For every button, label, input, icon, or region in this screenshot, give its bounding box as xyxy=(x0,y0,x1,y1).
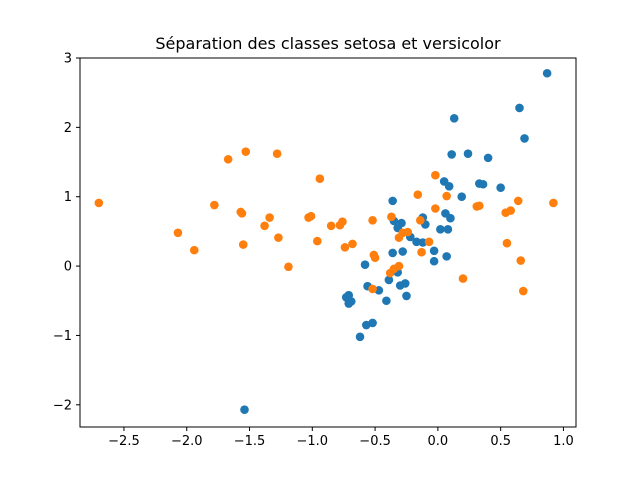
data-point-series-2 xyxy=(315,174,325,183)
data-point-series-2 xyxy=(385,268,395,278)
data-point-series-1 xyxy=(402,291,411,301)
data-point-series-1 xyxy=(382,296,391,306)
data-point-series-1 xyxy=(496,183,505,192)
data-point-series-1 xyxy=(418,238,428,247)
x-axis: −2.5 −2.0 −1.5 −1.0 −0.5 0.0 0.5 1.0 xyxy=(108,427,574,449)
data-point-series-1 xyxy=(443,225,453,234)
data-point-series-1 xyxy=(429,246,439,256)
data-point-series-1 xyxy=(398,247,408,256)
data-point-series-1 xyxy=(515,103,524,113)
data-point-series-2 xyxy=(394,261,404,271)
y-tick-label: 2 xyxy=(64,121,72,136)
data-point-series-2 xyxy=(210,200,219,210)
data-point-series-1 xyxy=(449,114,459,123)
data-point-series-1 xyxy=(240,405,249,414)
data-point-series-2 xyxy=(304,213,313,222)
x-tick-label: −0.5 xyxy=(359,434,391,449)
data-point-series-2 xyxy=(518,286,528,296)
data-point-series-2 xyxy=(348,239,357,249)
data-point-series-1 xyxy=(412,237,421,247)
y-tick-label: 3 xyxy=(64,52,72,67)
x-tick-label: 0.5 xyxy=(490,434,511,449)
data-point-series-2 xyxy=(241,147,251,156)
data-point-series-2 xyxy=(260,221,269,231)
plot-frame xyxy=(79,57,577,428)
data-point-series-2 xyxy=(313,236,322,246)
x-tick-label: 0.0 xyxy=(428,434,449,449)
data-point-series-2 xyxy=(335,220,345,230)
y-tick-label: 0 xyxy=(64,260,72,275)
data-point-series-1 xyxy=(384,275,394,285)
data-point-series-1 xyxy=(457,192,467,202)
data-point-series-2 xyxy=(502,238,512,248)
data-point-series-1 xyxy=(463,149,473,159)
data-point-series-2 xyxy=(274,233,283,242)
data-point-series-2 xyxy=(403,227,413,237)
data-point-series-2 xyxy=(265,213,274,222)
data-point-series-2 xyxy=(431,204,440,213)
data-point-series-1 xyxy=(444,182,454,191)
data-point-series-2 xyxy=(431,170,440,180)
data-point-series-2 xyxy=(238,240,248,249)
data-point-series-2 xyxy=(387,212,396,222)
y-axis: −2 −1 0 1 2 3 xyxy=(53,52,80,413)
data-point-series-2 xyxy=(516,256,526,265)
chart-title: Séparation des classes setosa et versico… xyxy=(155,34,501,53)
data-point-series-2 xyxy=(173,228,183,238)
points-layer xyxy=(94,68,558,414)
data-point-series-2 xyxy=(94,198,104,208)
data-point-series-2 xyxy=(272,149,282,159)
data-point-series-2 xyxy=(424,237,434,247)
data-point-series-1 xyxy=(429,256,439,266)
data-point-series-2 xyxy=(237,209,247,218)
data-point-series-2 xyxy=(442,191,451,201)
data-point-series-2 xyxy=(189,245,199,255)
data-point-series-2 xyxy=(549,198,558,208)
data-point-series-1 xyxy=(388,196,397,206)
data-point-series-2 xyxy=(475,201,484,211)
data-point-series-2 xyxy=(370,253,380,263)
data-point-series-2 xyxy=(223,154,233,164)
data-point-series-2 xyxy=(326,221,336,231)
data-point-series-2 xyxy=(513,196,523,206)
data-point-series-1 xyxy=(447,150,456,159)
data-point-series-2 xyxy=(413,190,423,199)
data-point-series-1 xyxy=(436,225,445,234)
data-point-series-2 xyxy=(368,216,377,225)
data-point-series-1 xyxy=(355,332,365,342)
data-point-series-1 xyxy=(478,179,488,189)
data-point-series-2 xyxy=(506,206,515,215)
x-tick-label: −1.5 xyxy=(234,434,266,449)
data-point-series-1 xyxy=(400,279,410,288)
y-tick-label: −2 xyxy=(53,398,72,413)
data-point-series-1 xyxy=(446,213,455,223)
data-point-series-1 xyxy=(542,68,552,78)
data-point-series-2 xyxy=(284,262,293,272)
y-tick-label: −1 xyxy=(53,329,72,344)
data-point-series-2 xyxy=(415,216,425,225)
x-tick-label: 1.0 xyxy=(553,434,574,449)
x-tick-label: −2.0 xyxy=(171,434,203,449)
data-point-series-2 xyxy=(340,243,350,252)
data-point-series-2 xyxy=(458,274,468,283)
data-point-series-1 xyxy=(520,134,529,143)
y-tick-label: 1 xyxy=(64,190,72,205)
data-point-series-1 xyxy=(442,252,451,261)
data-point-series-2 xyxy=(417,247,426,257)
data-point-series-1 xyxy=(344,299,354,308)
data-point-series-1 xyxy=(483,153,493,163)
data-point-series-1 xyxy=(388,248,397,258)
x-tick-label: −2.5 xyxy=(108,434,140,449)
x-tick-label: −1.0 xyxy=(297,434,329,449)
data-point-series-2 xyxy=(368,284,377,294)
data-point-series-1 xyxy=(360,260,370,270)
data-point-series-1 xyxy=(362,320,371,330)
